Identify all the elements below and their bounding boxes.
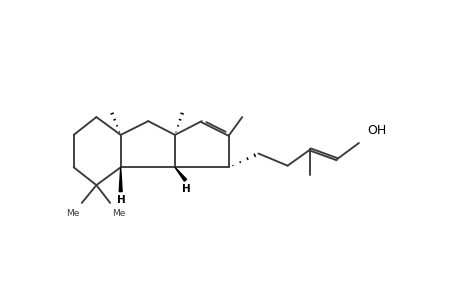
Text: H: H [117,195,126,205]
Polygon shape [174,167,186,181]
Text: H: H [182,184,190,194]
Polygon shape [119,167,122,192]
Text: OH: OH [366,124,386,136]
Text: Me: Me [66,208,79,217]
Text: Me: Me [112,208,126,217]
